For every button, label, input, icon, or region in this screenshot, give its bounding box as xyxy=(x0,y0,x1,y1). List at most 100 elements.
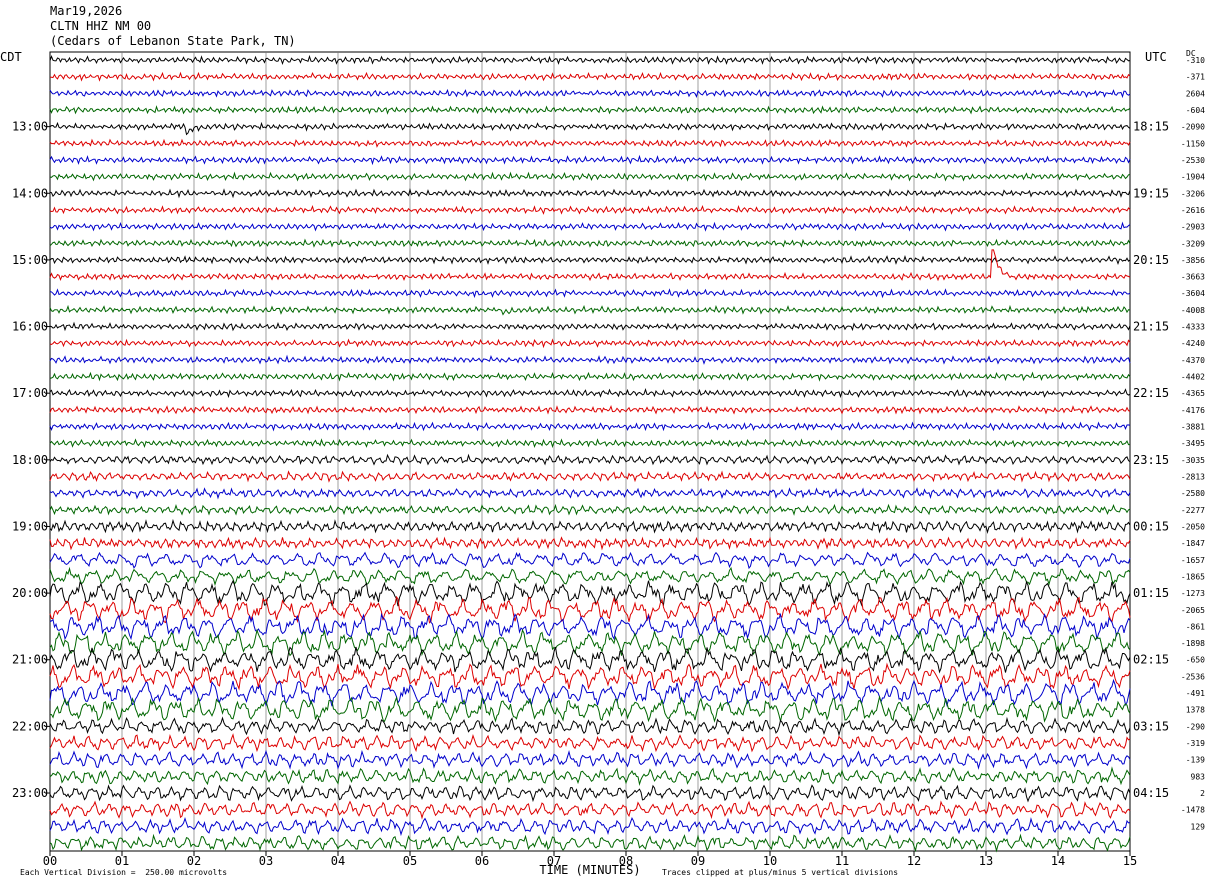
x-tick-label: 09 xyxy=(691,854,705,868)
seismic-trace xyxy=(49,288,1131,299)
utc-hour-label: 00:15 xyxy=(1133,519,1169,533)
dc-offset-label: -3035 xyxy=(1181,456,1205,465)
seismic-trace xyxy=(49,784,1131,803)
utc-hour-label: 22:15 xyxy=(1133,386,1169,400)
seismic-trace xyxy=(49,612,1131,641)
cdt-hour-label: 13:00 xyxy=(12,120,48,134)
utc-hour-label: 23:15 xyxy=(1133,453,1169,467)
dc-offset-label: -1865 xyxy=(1181,572,1205,581)
cdt-hour-label: 21:00 xyxy=(12,653,48,667)
left-timezone-label: CDT xyxy=(0,50,22,64)
x-tick-label: 02 xyxy=(187,854,201,868)
dc-offset-label: -1657 xyxy=(1181,556,1205,565)
x-tick-label: 14 xyxy=(1051,854,1065,868)
cdt-hour-label: 23:00 xyxy=(12,786,48,800)
seismic-trace xyxy=(49,154,1131,166)
x-tick-label: 01 xyxy=(115,854,129,868)
cdt-hour-label: 15:00 xyxy=(12,253,48,267)
dc-offset-label: -1478 xyxy=(1181,806,1205,815)
seismic-trace xyxy=(49,388,1131,399)
dc-offset-label: -491 xyxy=(1186,689,1205,698)
dc-offset-label: -2813 xyxy=(1181,472,1205,481)
cdt-hour-label: 17:00 xyxy=(12,386,48,400)
seismic-trace xyxy=(49,551,1131,570)
seismic-trace xyxy=(49,321,1131,332)
seismic-trace xyxy=(49,88,1131,99)
seismic-trace xyxy=(49,54,1131,66)
dc-offset-label: -3881 xyxy=(1181,423,1205,432)
seismic-trace xyxy=(49,304,1131,316)
dc-label: DC xyxy=(1186,49,1196,58)
seismic-trace xyxy=(49,749,1131,770)
dc-offset-label: -139 xyxy=(1186,756,1205,765)
dc-offset-label: 2604 xyxy=(1186,89,1205,98)
seismic-trace xyxy=(49,733,1131,753)
seismic-trace xyxy=(49,662,1131,691)
utc-hour-label: 03:15 xyxy=(1133,719,1169,733)
dc-offset-label: -1847 xyxy=(1181,539,1205,548)
dc-offset-label: -3495 xyxy=(1181,439,1205,448)
dc-offset-label: -2050 xyxy=(1181,522,1205,531)
seismic-trace xyxy=(49,249,1131,282)
seismic-trace xyxy=(49,518,1131,534)
seismic-trace xyxy=(49,121,1131,136)
cdt-hour-label: 22:00 xyxy=(12,719,48,733)
x-tick-label: 06 xyxy=(475,854,489,868)
x-tick-label: 04 xyxy=(331,854,345,868)
x-tick-label: 08 xyxy=(619,854,633,868)
x-tick-label: 07 xyxy=(547,854,561,868)
seismic-trace xyxy=(49,138,1131,148)
seismic-trace xyxy=(49,421,1131,432)
dc-offset-label: -3206 xyxy=(1181,189,1205,198)
dc-offset-label: -2903 xyxy=(1181,223,1205,232)
seismic-trace xyxy=(49,716,1131,737)
seismic-trace xyxy=(49,221,1131,232)
utc-hour-label: 18:15 xyxy=(1133,120,1169,134)
dc-offset-label: -371 xyxy=(1186,73,1205,82)
cdt-hour-label: 14:00 xyxy=(12,186,48,200)
seismic-trace xyxy=(49,503,1131,516)
dc-offset-label: 983 xyxy=(1191,772,1206,781)
x-tick-label: 11 xyxy=(835,854,849,868)
plot-date: Mar19,2026 xyxy=(50,4,123,18)
seismic-trace xyxy=(49,404,1131,415)
seismic-trace xyxy=(49,71,1131,82)
x-tick-label: 12 xyxy=(907,854,921,868)
cdt-hour-label: 19:00 xyxy=(12,519,48,533)
seismic-trace xyxy=(49,255,1131,265)
station-location: (Cedars of Lebanon State Park, TN) xyxy=(50,34,296,48)
dc-offset-label: 1378 xyxy=(1186,706,1205,715)
dc-offset-label: -2536 xyxy=(1181,672,1205,681)
cdt-hour-label: 20:00 xyxy=(12,586,48,600)
seismic-trace xyxy=(49,678,1131,708)
dc-offset-label: -1898 xyxy=(1181,639,1205,648)
dc-offset-label: -4370 xyxy=(1181,356,1205,365)
dc-offset-label: -3663 xyxy=(1181,273,1205,282)
dc-offset-label: -2277 xyxy=(1181,506,1205,515)
seismic-trace xyxy=(49,817,1131,837)
dc-offset-label: -4402 xyxy=(1181,373,1205,382)
plot-frame xyxy=(49,51,1131,852)
dc-offset-label: 2 xyxy=(1200,789,1205,798)
seismic-trace xyxy=(49,105,1131,115)
cdt-hour-label: 16:00 xyxy=(12,320,48,334)
cdt-hour-label: 18:00 xyxy=(12,453,48,467)
seismic-trace xyxy=(49,470,1131,483)
seismic-trace xyxy=(49,238,1131,248)
scale-note: Each Vertical Division = 250.00 microvol… xyxy=(20,868,228,877)
dc-offset-label: -604 xyxy=(1186,106,1205,115)
seismic-trace xyxy=(49,579,1131,607)
dc-offset-label: -2616 xyxy=(1181,206,1205,215)
x-tick-label: 05 xyxy=(403,854,417,868)
dc-offset-label: -4365 xyxy=(1181,389,1205,398)
dc-offset-label: -2090 xyxy=(1181,123,1205,132)
dc-offset-label: -1150 xyxy=(1181,139,1205,148)
seismic-trace xyxy=(49,628,1131,657)
utc-hour-label: 02:15 xyxy=(1133,653,1169,667)
dc-offset-label: -4008 xyxy=(1181,306,1205,315)
dc-offset-label: -4240 xyxy=(1181,339,1205,348)
dc-offset-label: -2580 xyxy=(1181,489,1205,498)
seismic-trace xyxy=(49,766,1131,787)
seismic-trace xyxy=(49,833,1131,853)
